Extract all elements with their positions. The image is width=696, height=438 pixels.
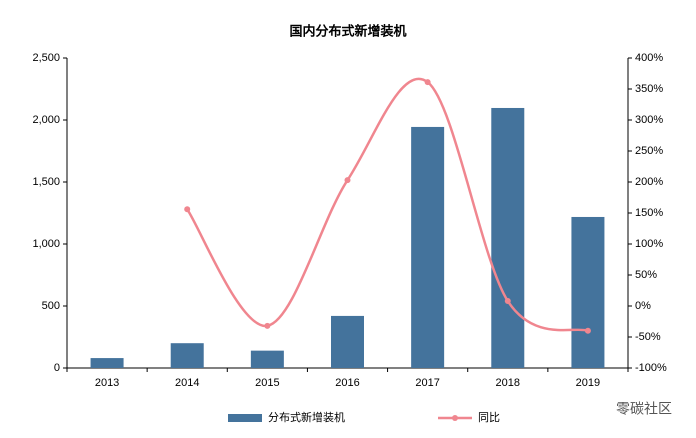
line-marker (584, 327, 591, 334)
y-tick-label: 2,500 (32, 52, 60, 64)
x-tick-label: 2015 (255, 377, 279, 389)
y2-tick-label: 150% (635, 207, 663, 219)
line-marker (184, 206, 191, 213)
line-marker (264, 322, 271, 329)
y2-tick-label: -100% (635, 362, 667, 374)
chart-title: 国内分布式新增装机 (289, 23, 406, 38)
line-marker (344, 177, 351, 184)
legend-swatch (228, 414, 262, 422)
bar (331, 315, 364, 368)
y-tick-label: 1,000 (32, 238, 60, 250)
bar (170, 343, 204, 368)
y2-tick-label: 400% (635, 52, 663, 64)
bar (571, 216, 605, 368)
line (186, 77, 589, 333)
x-tick-label: 2013 (95, 377, 119, 389)
legend-label: 同比 (478, 411, 500, 424)
x-tick-label: 2019 (576, 377, 600, 389)
y2-tick-label: 200% (635, 176, 663, 188)
line-marker (504, 298, 511, 305)
y2-tick-label: 350% (635, 83, 663, 95)
y2-tick-label: 0% (635, 300, 651, 312)
bar (491, 107, 525, 369)
y-tick-label: 1,500 (32, 176, 60, 188)
x-tick-label: 2014 (175, 377, 199, 389)
bar (90, 358, 124, 368)
legend-label: 分布式新增装机 (268, 410, 345, 424)
y2-tick-label: 300% (635, 114, 663, 126)
legend-swatch (452, 415, 458, 421)
bar (411, 126, 445, 368)
watermark: 零碳社区 (616, 401, 672, 417)
line-marker (424, 79, 431, 86)
y-tick-label: 2,000 (32, 114, 60, 126)
y2-tick-label: -50% (635, 331, 661, 343)
y2-tick-label: 250% (635, 145, 663, 157)
y-tick-label: 0 (54, 362, 60, 374)
y2-tick-label: 100% (635, 238, 663, 250)
x-tick-label: 2018 (496, 377, 520, 389)
y2-tick-label: 50% (635, 269, 657, 281)
x-tick-label: 2016 (335, 377, 359, 389)
bar (250, 350, 284, 368)
x-tick-label: 2017 (415, 377, 439, 389)
y-tick-label: 500 (42, 300, 60, 312)
